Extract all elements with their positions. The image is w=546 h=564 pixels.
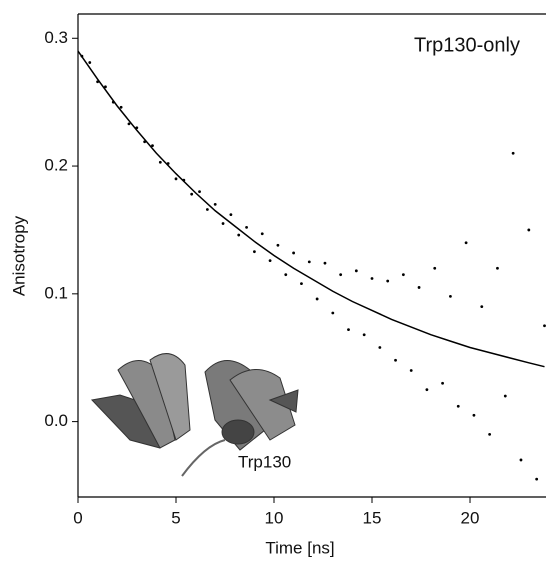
data-point (464, 241, 468, 245)
data-point (127, 122, 131, 126)
data-point (347, 328, 350, 332)
data-point (417, 286, 421, 289)
y-tick-label: 0.3 (44, 28, 68, 47)
data-point (300, 282, 303, 286)
data-point (370, 277, 374, 280)
data-point (354, 269, 358, 273)
annotation: Trp130-only (414, 34, 520, 56)
data-point (221, 222, 225, 225)
data-point (205, 208, 209, 211)
data-point (339, 273, 343, 277)
data-point (386, 279, 390, 283)
data-point (472, 413, 476, 417)
data-point (362, 333, 366, 337)
x-tick-label: 20 (461, 508, 480, 527)
data-point (527, 228, 531, 232)
data-point (394, 358, 397, 362)
data-point (323, 261, 327, 265)
data-point (190, 192, 194, 196)
data-point (229, 213, 233, 217)
y-tick-label: 0.0 (44, 411, 68, 430)
data-point (378, 346, 382, 349)
data-point (480, 305, 484, 309)
protein-inset (90, 353, 299, 477)
data-point (519, 458, 523, 462)
x-axis-label: Time [ns] (265, 538, 334, 557)
data-point (276, 243, 280, 247)
data-point (543, 324, 546, 328)
data-point (496, 266, 499, 270)
data-point (441, 381, 444, 385)
data-point (307, 260, 311, 264)
fit-line (77, 50, 545, 368)
data-point (511, 151, 515, 155)
data-point (331, 311, 335, 315)
data-point (158, 160, 162, 164)
data-point (245, 225, 248, 229)
y-tick-label: 0.1 (44, 283, 68, 302)
data-point (488, 432, 492, 436)
y-axis-label: Anisotropy (9, 215, 28, 296)
data-point (292, 251, 296, 255)
data-point (119, 105, 123, 109)
data-point (284, 273, 288, 277)
x-tick-label: 0 (73, 508, 82, 527)
data-point (425, 388, 429, 392)
inset-label: Trp130 (238, 452, 291, 471)
data-point (433, 266, 437, 270)
data-point (401, 273, 405, 277)
x-tick-label: 10 (265, 508, 284, 527)
data-point (456, 404, 460, 408)
data-point (253, 250, 256, 254)
data-point (88, 61, 92, 64)
data-point (535, 477, 539, 481)
x-tick-label: 15 (363, 508, 382, 527)
y-tick-label: 0.2 (44, 156, 68, 175)
data-point (315, 297, 319, 301)
data-point (268, 259, 272, 263)
data-point (104, 85, 107, 89)
data-point (213, 202, 217, 206)
data-point (174, 177, 178, 181)
data-point (198, 190, 201, 194)
data-point (503, 394, 507, 398)
x-tick-label: 5 (171, 508, 180, 527)
data-point (260, 232, 264, 236)
data-point (237, 233, 241, 237)
data-point (409, 369, 413, 372)
data-point (151, 144, 154, 148)
data-point (449, 294, 452, 298)
